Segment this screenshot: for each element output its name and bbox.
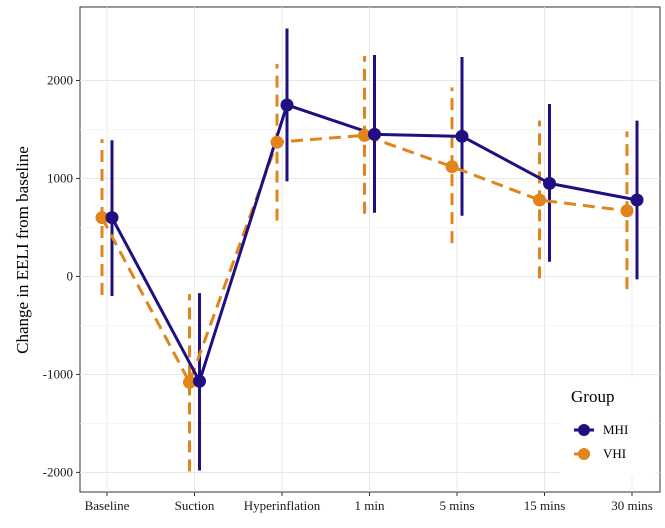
series-points [95,98,644,389]
x-tick-label: Suction [175,498,215,513]
data-point-mhi [543,176,556,190]
y-tick-label: -2000 [43,464,73,479]
x-tick-label: 5 mins [439,498,474,513]
data-point-vhi [183,375,196,389]
data-point-mhi [455,129,469,143]
x-tick-label: 30 mins [611,498,653,513]
data-point-vhi [445,160,459,174]
y-tick-label: -1000 [43,366,73,381]
y-tick-label: 0 [67,268,74,283]
y-tick-label: 1000 [47,170,73,185]
data-point-vhi [620,204,634,218]
data-point-vhi [270,135,284,149]
data-point-vhi [95,211,109,225]
data-point-mhi [105,211,119,225]
legend: Group MHI VHI [560,378,655,476]
y-tick-label: 2000 [47,72,73,87]
x-tick-label: Hyperinflation [244,498,321,513]
x-tick-label: Baseline [85,498,130,513]
legend-label-mhi: MHI [603,422,628,437]
data-point-mhi [368,127,381,141]
data-point-mhi [280,98,294,112]
legend-key-point-vhi [578,448,590,460]
data-point-mhi [630,193,644,207]
data-point-vhi [358,128,371,142]
legend-title: Group [571,387,614,406]
x-tick-label: 1 min [355,498,385,513]
data-point-mhi [193,374,206,388]
y-axis-ticks: -2000 -1000 0 1000 2000 [43,72,80,479]
legend-key-point-mhi [578,424,590,436]
legend-label-vhi: VHI [603,446,626,461]
grid-major [80,7,660,492]
data-point-vhi [533,193,546,207]
x-axis-ticks: Baseline Suction Hyperinflation 1 min 5 mins… [85,492,653,513]
x-tick-label: 15 mins [524,498,566,513]
legend-box [560,378,655,476]
y-axis-title: Change in EELI from baseline [13,146,32,354]
